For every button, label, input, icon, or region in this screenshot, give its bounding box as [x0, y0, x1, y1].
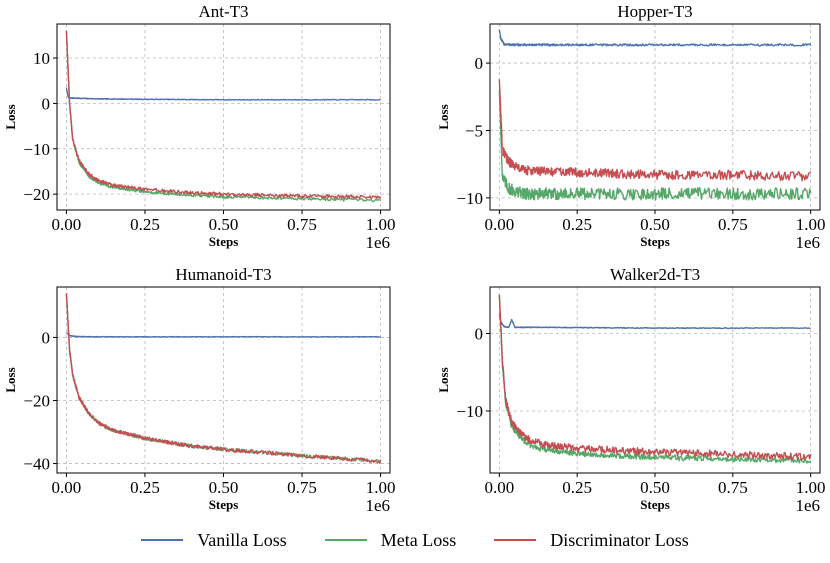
legend-item-discriminator-loss: Discriminator Loss	[494, 529, 689, 551]
series-line-vanilla-loss	[498, 28, 812, 47]
x-tick-label: 0.75	[718, 478, 748, 497]
chart-title: Humanoid-T3	[175, 265, 271, 284]
y-tick-label: −20	[23, 185, 50, 204]
y-axis-label: Loss	[436, 367, 451, 392]
series-line-discriminator-loss	[65, 30, 382, 200]
x-tick-label: 0.75	[287, 215, 317, 234]
x-tick-label: 0.50	[209, 478, 239, 497]
subplot-humanoid-t3: 0.00 0.25 0.50 0.75 1.00 −40 −20 0 Humanoid-T3 St…	[3, 265, 395, 515]
x-tick-label: 1.00	[796, 478, 826, 497]
series-line-vanilla-loss	[65, 332, 381, 338]
x-axis-label: Steps	[209, 234, 239, 249]
y-tick-label: −10	[23, 140, 50, 159]
y-tick-label: −20	[23, 391, 50, 410]
x-tick-label: 0.00	[484, 478, 514, 497]
x-offset-label: 1e6	[795, 496, 820, 515]
legend-label-discriminator-loss: Discriminator Loss	[550, 529, 689, 550]
legend: Vanilla Loss Meta Loss Discriminator Los…	[0, 524, 830, 556]
series-line-meta-loss	[65, 30, 381, 203]
x-tick-label: 1.00	[366, 478, 396, 497]
chart-title: Ant-T3	[198, 2, 248, 21]
y-tick-label: −5	[465, 121, 483, 140]
x-tick-label: 0.75	[287, 478, 317, 497]
series-line-discriminator-loss	[65, 292, 382, 464]
subplot-ant-t3: 0.00 0.25 0.50 0.75 1.00 −20 −10 0 10 Ant-T3 Steps…	[3, 2, 395, 252]
subplot-walker2d-t3: 0.00 0.25 0.50 0.75 1.00 −10 0 Walker2d-T3 Steps…	[436, 265, 826, 515]
series-line-vanilla-loss	[498, 313, 811, 330]
x-tick-label: 0.75	[718, 215, 748, 234]
legend-label-vanilla-loss: Vanilla Loss	[197, 529, 287, 550]
x-tick-label: 0.25	[130, 478, 160, 497]
x-tick-label: 0.00	[52, 215, 82, 234]
legend-swatch-vanilla-loss	[141, 539, 184, 541]
x-tick-label: 0.00	[484, 215, 514, 234]
chart-title: Walker2d-T3	[610, 265, 700, 284]
x-tick-label: 0.25	[130, 215, 160, 234]
x-axis-label: Steps	[640, 497, 670, 512]
x-axis-label: Steps	[640, 234, 670, 249]
x-tick-label: 1.00	[366, 215, 396, 234]
x-tick-label: 0.00	[52, 478, 82, 497]
x-tick-label: 0.50	[640, 215, 670, 234]
x-tick-label: 1.00	[796, 215, 826, 234]
series-line-discriminator-loss	[498, 294, 812, 461]
x-tick-label: 0.25	[562, 478, 592, 497]
x-axis-label: Steps	[209, 497, 239, 512]
y-axis-label: Loss	[436, 104, 451, 129]
y-tick-label: −10	[456, 189, 483, 208]
series-line-meta-loss	[498, 89, 812, 201]
y-tick-label: −10	[456, 402, 483, 421]
x-offset-label: 1e6	[365, 496, 390, 515]
x-tick-label: 0.50	[209, 215, 239, 234]
legend-swatch-meta-loss	[324, 539, 367, 541]
chart-title: Hopper-T3	[617, 2, 692, 21]
y-axis-label: Loss	[3, 367, 18, 392]
legend-label-meta-loss: Meta Loss	[380, 529, 457, 550]
subplot-hopper-t3: 0.00 0.25 0.50 0.75 1.00 −10 −5 0 Hopper-T3 Steps…	[436, 2, 826, 252]
x-offset-label: 1e6	[365, 233, 390, 252]
y-axis-label: Loss	[3, 104, 18, 129]
y-tick-label: −40	[23, 455, 50, 474]
legend-item-meta-loss: Meta Loss	[324, 529, 457, 551]
y-tick-label: 10	[33, 49, 50, 68]
legend-swatch-discriminator-loss	[494, 539, 537, 541]
series-line-vanilla-loss	[65, 86, 381, 101]
y-tick-label: 0	[475, 54, 484, 73]
x-tick-label: 0.50	[640, 478, 670, 497]
legend-item-vanilla-loss: Vanilla Loss	[141, 530, 287, 551]
y-tick-label: 0	[42, 328, 51, 347]
y-tick-label: 0	[475, 325, 484, 344]
x-offset-label: 1e6	[795, 233, 820, 252]
x-tick-label: 0.25	[562, 215, 592, 234]
y-tick-label: 0	[42, 94, 51, 113]
series-line-discriminator-loss	[498, 78, 812, 182]
